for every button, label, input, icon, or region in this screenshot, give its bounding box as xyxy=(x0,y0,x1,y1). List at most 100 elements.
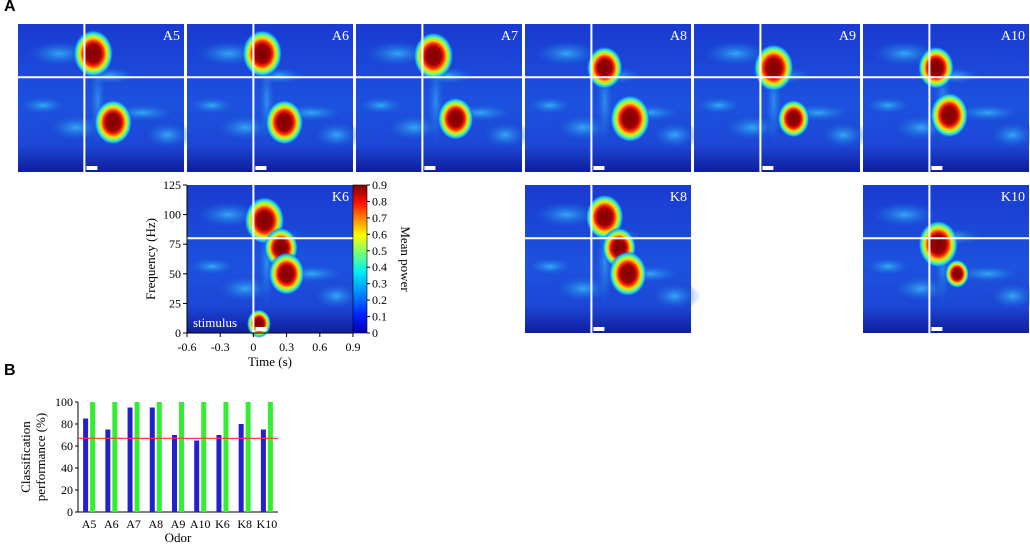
spectral-haze xyxy=(986,120,1030,150)
panel-label-b: B xyxy=(4,362,16,379)
time-tick-label: 0 xyxy=(250,340,256,354)
spectral-haze xyxy=(866,199,943,230)
tile-label: K8 xyxy=(670,190,687,205)
frequency-tick-label: 0 xyxy=(175,326,181,340)
spectral-haze xyxy=(986,281,1030,311)
bar-y-axis-title-line-2: performance (%) xyxy=(33,413,48,501)
colorbar-tick-label: 0.7 xyxy=(372,211,387,225)
spectrogram-k8: K8 xyxy=(523,185,701,333)
bar-y-tick-label: 100 xyxy=(55,395,73,409)
power-blob xyxy=(437,97,474,141)
spectral-haze xyxy=(523,256,576,277)
time-tick-label: 0.9 xyxy=(346,340,361,354)
bar-y-axis-title-line-1: Classification xyxy=(18,421,33,493)
spectrogram-a7: A7 xyxy=(354,24,532,172)
power-blob xyxy=(586,46,623,90)
time-tick-label: 0.3 xyxy=(279,340,294,354)
bar-series-2 xyxy=(267,402,273,512)
spectral-haze xyxy=(528,199,605,230)
spectral-haze xyxy=(16,95,69,116)
spectral-haze xyxy=(648,120,701,150)
colorbar-tick-label: 0.9 xyxy=(372,178,387,192)
time-tick-label: -0.3 xyxy=(211,340,230,354)
power-blob xyxy=(265,99,304,146)
bar-category-label: A8 xyxy=(148,517,163,531)
colorbar-tick-label: 0.6 xyxy=(372,227,387,241)
colorbar-tick-label: 0.3 xyxy=(372,277,387,291)
colorbar: 0.9 0.8 0.7 0.6 0.5 0.4 0.3 0.2 0.1 0 Mean power xyxy=(352,178,413,340)
frequency-axis-title: Frequency (Hz) xyxy=(143,218,158,300)
bar-category-label: A5 xyxy=(82,517,97,531)
bar-category-label: K6 xyxy=(215,517,230,531)
colorbar-tick-label: 0.5 xyxy=(372,244,387,258)
time-tick-label: 0.6 xyxy=(312,340,327,354)
bar-y-tick-label: 60 xyxy=(61,439,73,453)
tile-label: A7 xyxy=(501,29,518,44)
bar-category-label: A9 xyxy=(171,517,186,531)
bar-series-1 xyxy=(216,435,222,512)
spectrogram-a5: A5 xyxy=(16,24,194,172)
power-blob xyxy=(93,99,133,146)
tile-label: A9 xyxy=(839,29,856,44)
bar-series-1 xyxy=(238,424,244,512)
stimulus-marker xyxy=(762,166,774,170)
spectrogram-k10: K10 xyxy=(861,185,1030,333)
spectral-haze xyxy=(648,281,701,311)
power-blob xyxy=(73,29,114,78)
bar-series-2 xyxy=(179,402,184,512)
bar-x-axis-title: Odor xyxy=(165,530,192,545)
frequency-tick-label: 50 xyxy=(169,267,181,281)
stimulus-marker xyxy=(593,166,605,170)
spectrogram-a6: A6 xyxy=(185,24,363,172)
bar-y-tick-label: 0 xyxy=(67,505,73,519)
bar-y-tick-label: 80 xyxy=(61,417,73,431)
power-blob xyxy=(413,31,454,80)
bar-series-1 xyxy=(105,429,111,512)
bar-series-1 xyxy=(172,435,177,512)
frequency-tick-label: 100 xyxy=(163,208,181,222)
frequency-tick-label: 75 xyxy=(169,237,181,251)
spectrogram-a9: A9 xyxy=(692,24,870,172)
stimulus-marker xyxy=(255,166,267,170)
spectral-haze xyxy=(310,281,363,311)
spectrogram-a10: A10 xyxy=(861,24,1030,172)
bar-series-2 xyxy=(112,402,118,512)
tile-label: K10 xyxy=(1001,190,1025,205)
bar-series-2 xyxy=(223,402,229,512)
spectral-haze xyxy=(523,95,576,116)
spectral-haze xyxy=(310,120,363,150)
bar-category-label: K10 xyxy=(257,517,278,531)
bar-series-1 xyxy=(83,418,89,512)
spectral-haze xyxy=(141,120,194,150)
colorbar-tick-label: 0.2 xyxy=(372,293,387,307)
spectral-haze xyxy=(861,95,914,116)
spectral-haze xyxy=(949,102,1026,123)
stimulus-marker xyxy=(255,327,267,331)
time-axis-title: Time (s) xyxy=(248,354,292,369)
colorbar-gradient xyxy=(352,184,368,334)
colorbar-tick-label: 0.8 xyxy=(372,194,387,208)
tile-label: K6 xyxy=(332,190,349,205)
tile-label: A6 xyxy=(332,29,349,44)
colorbar-tick-label: 0.1 xyxy=(372,310,387,324)
time-tick-label: -0.6 xyxy=(178,340,197,354)
spectral-haze xyxy=(817,120,870,150)
colorbar-tick-label: 0.4 xyxy=(372,260,387,274)
bar-category-label: K8 xyxy=(237,517,252,531)
bar-series-1 xyxy=(127,407,133,512)
bar-series-2 xyxy=(201,402,207,512)
spectral-haze xyxy=(479,120,532,150)
power-blob xyxy=(753,43,794,92)
spectral-haze xyxy=(949,263,1026,284)
stimulus-marker xyxy=(424,166,436,170)
bar-series-2 xyxy=(156,402,162,512)
stimulus-marker xyxy=(931,166,943,170)
power-blob xyxy=(268,252,305,296)
panel-label-a: A xyxy=(4,0,16,15)
bar-series-2 xyxy=(245,402,251,512)
frequency-tick-label: 125 xyxy=(163,178,181,192)
bar-series-1 xyxy=(194,440,200,512)
tile-label: A8 xyxy=(670,29,687,44)
